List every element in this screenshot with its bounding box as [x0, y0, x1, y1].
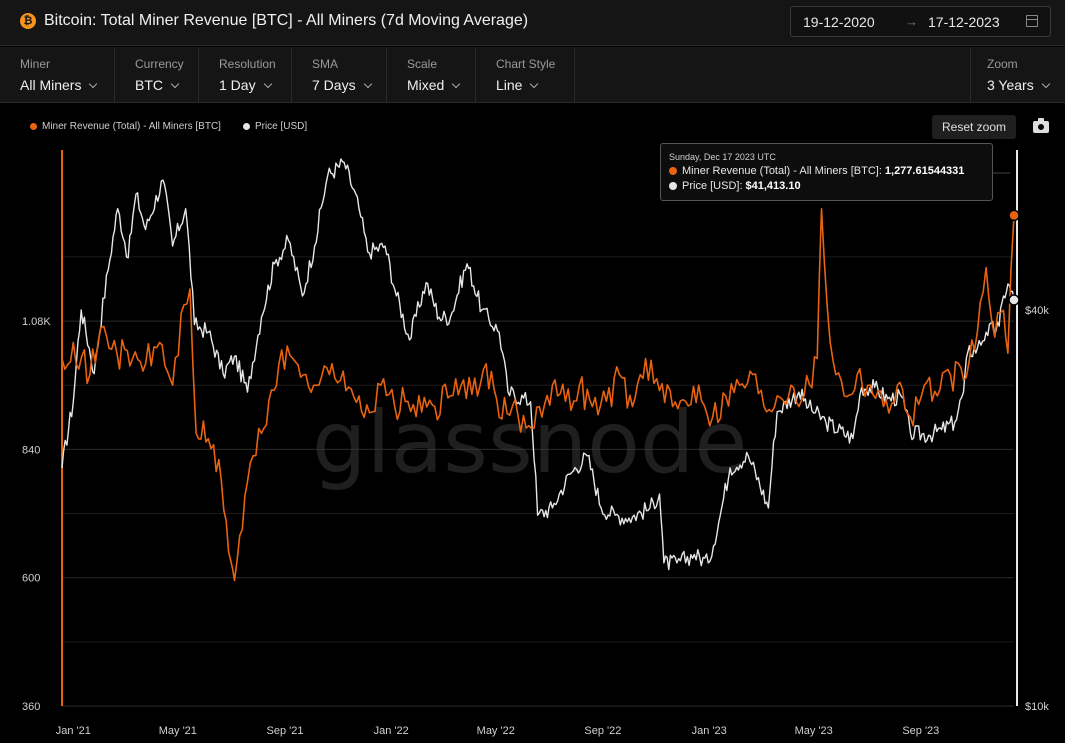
- x-tick-label: Jan '23: [692, 725, 727, 737]
- x-tick-label: Sep '23: [902, 725, 939, 737]
- resolution-label: Resolution: [219, 57, 276, 71]
- left-tick-label: 600: [22, 573, 40, 585]
- currency-value: BTC: [135, 77, 163, 93]
- x-tick-label: Jan '21: [56, 725, 91, 737]
- x-tick-label: May '23: [795, 725, 833, 737]
- left-tick-label: 1.08K: [22, 316, 51, 328]
- revenue-line: [61, 208, 1015, 582]
- tooltip-revenue-value: 1,277.61544331: [884, 165, 965, 177]
- chart-style-label: Chart Style: [496, 57, 556, 71]
- calendar-icon[interactable]: [1026, 15, 1038, 27]
- watermark: glassnode: [312, 393, 747, 493]
- miner-label: Miner: [20, 57, 51, 71]
- zoom-select[interactable]: Zoom 3 Years: [970, 47, 1065, 103]
- bitcoin-icon: ₿: [20, 13, 36, 29]
- tooltip-price-label: Price [USD]:: [682, 180, 743, 192]
- x-tick-label: Jan '22: [374, 725, 409, 737]
- legend-dot-price: [242, 123, 250, 130]
- header-bar: ₿ Bitcoin: Total Miner Revenue [BTC] - A…: [0, 0, 1065, 46]
- currency-label: Currency: [135, 57, 184, 71]
- date-from-field[interactable]: 19-12-2020: [803, 14, 875, 30]
- miner-select[interactable]: Miner All Miners: [0, 47, 115, 103]
- chart-style-value: Line: [496, 77, 523, 93]
- controls-bar: Miner All Miners Currency BTC Resolution…: [0, 47, 1065, 103]
- miner-value: All Miners: [20, 77, 82, 93]
- hover-markers: [1008, 209, 1020, 306]
- legend-item-price[interactable]: Price [USD]: [242, 121, 308, 132]
- zoom-value: 3 Years: [987, 77, 1034, 93]
- resolution-select[interactable]: Resolution 1 Day: [199, 47, 292, 103]
- currency-select[interactable]: Currency BTC: [115, 47, 199, 103]
- tooltip-price-value: $41,413.10: [745, 180, 801, 192]
- chart-style-select[interactable]: Chart Style Line: [476, 47, 575, 103]
- chart-legend: Miner Revenue (Total) - All Miners [BTC]…: [30, 121, 329, 132]
- legend-label-revenue: Miner Revenue (Total) - All Miners [BTC]: [42, 121, 221, 132]
- arrow-right-icon: →: [905, 14, 918, 29]
- chart-series: [61, 158, 1015, 582]
- date-to-field[interactable]: 17-12-2023: [928, 14, 1000, 30]
- x-tick-label: Sep '22: [584, 725, 621, 737]
- resolution-value: 1 Day: [219, 77, 256, 93]
- legend-item-revenue[interactable]: Miner Revenue (Total) - All Miners [BTC]: [30, 121, 221, 132]
- zoom-label: Zoom: [987, 57, 1018, 71]
- left-tick-label: 360: [22, 701, 40, 713]
- camera-icon[interactable]: [1033, 118, 1049, 133]
- tooltip-dot-price: [669, 182, 677, 190]
- date-range-picker[interactable]: 19-12-2020 → 17-12-2023: [790, 6, 1051, 37]
- legend-label-price: Price [USD]: [254, 121, 308, 132]
- tooltip-row-revenue: Miner Revenue (Total) - All Miners [BTC]…: [669, 165, 984, 177]
- sma-label: SMA: [312, 57, 339, 71]
- sma-select[interactable]: SMA 7 Days: [292, 47, 387, 103]
- sma-value: 7 Days: [312, 77, 356, 93]
- scale-value: Mixed: [407, 77, 445, 93]
- legend-dot-revenue: [30, 123, 37, 130]
- right-axis: $10k $40k: [1025, 305, 1049, 713]
- left-tick-label: 840: [22, 444, 40, 456]
- title-wrap: ₿ Bitcoin: Total Miner Revenue [BTC] - A…: [20, 12, 528, 30]
- revenue-hover-marker: [1008, 209, 1020, 222]
- page-title: Bitcoin: Total Miner Revenue [BTC] - All…: [44, 12, 529, 29]
- reset-zoom-button[interactable]: Reset zoom: [932, 115, 1016, 139]
- x-axis: Jan '21 May '21 Sep '21 Jan '22 May '22 Sep '…: [56, 725, 940, 737]
- right-tick-label: $40k: [1025, 305, 1049, 317]
- scale-label: Scale: [407, 57, 438, 71]
- tooltip-dot-revenue: [669, 167, 677, 175]
- tooltip-revenue-label: Miner Revenue (Total) - All Miners [BTC]…: [682, 165, 882, 177]
- chart-tooltip: Sunday, Dec 17 2023 UTC Miner Revenue (T…: [660, 143, 993, 201]
- price-hover-marker: [1008, 294, 1020, 306]
- price-line: [61, 158, 1015, 571]
- scale-select[interactable]: Scale Mixed: [387, 47, 476, 103]
- right-tick-label: $10k: [1025, 701, 1049, 713]
- tooltip-date: Sunday, Dec 17 2023 UTC: [669, 152, 776, 162]
- left-axis: 360 600 840 1.08K: [22, 316, 51, 713]
- x-tick-label: Sep '21: [266, 725, 303, 737]
- tooltip-row-price: Price [USD]: $41,413.10: [669, 180, 984, 192]
- x-tick-label: May '22: [477, 725, 515, 737]
- x-tick-label: May '21: [159, 725, 197, 737]
